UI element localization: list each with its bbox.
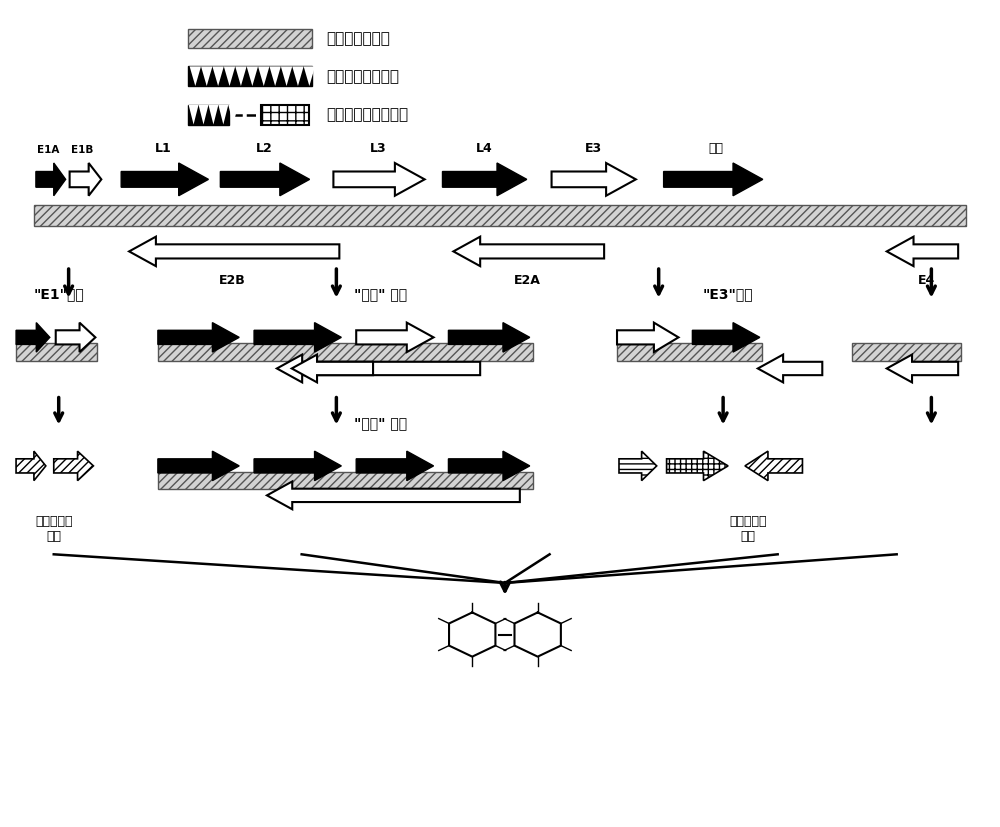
- Bar: [188, 66, 312, 86]
- Text: 肿瘤特异性
荧光: 肿瘤特异性 荧光: [729, 515, 767, 543]
- Text: "E3"模块: "E3"模块: [703, 287, 753, 301]
- Text: L3: L3: [370, 141, 386, 155]
- Polygon shape: [292, 66, 304, 86]
- Polygon shape: [453, 237, 604, 266]
- Polygon shape: [442, 163, 527, 196]
- Text: E2A: E2A: [514, 274, 541, 286]
- Text: E3: E3: [585, 141, 602, 155]
- Polygon shape: [356, 323, 434, 352]
- Bar: [34, 205, 966, 226]
- Polygon shape: [208, 105, 218, 125]
- Polygon shape: [277, 355, 480, 382]
- Bar: [261, 105, 309, 125]
- Polygon shape: [617, 323, 679, 352]
- Text: E4: E4: [918, 274, 935, 286]
- Polygon shape: [224, 66, 235, 86]
- Polygon shape: [281, 66, 292, 86]
- Polygon shape: [70, 163, 101, 196]
- Polygon shape: [269, 66, 281, 86]
- Bar: [188, 29, 312, 48]
- Polygon shape: [158, 323, 239, 352]
- Polygon shape: [258, 66, 269, 86]
- Bar: [158, 472, 533, 489]
- Polygon shape: [552, 163, 636, 196]
- Text: "核心" 模块: "核心" 模块: [354, 287, 408, 301]
- Polygon shape: [228, 105, 238, 125]
- Polygon shape: [212, 66, 224, 86]
- Text: "核心" 模块: "核心" 模块: [354, 416, 408, 430]
- Polygon shape: [199, 105, 208, 125]
- Polygon shape: [448, 323, 530, 352]
- Bar: [158, 343, 533, 361]
- Polygon shape: [254, 323, 341, 352]
- Text: L4: L4: [476, 141, 493, 155]
- Polygon shape: [235, 66, 247, 86]
- Polygon shape: [247, 66, 258, 86]
- Polygon shape: [356, 452, 434, 480]
- Polygon shape: [887, 237, 958, 266]
- Text: "E1"模块: "E1"模块: [33, 287, 84, 301]
- Polygon shape: [667, 452, 728, 480]
- Text: 用于标准化的荧光: 用于标准化的荧光: [326, 69, 399, 84]
- Polygon shape: [267, 481, 520, 509]
- Polygon shape: [16, 323, 50, 352]
- Polygon shape: [16, 452, 46, 480]
- Polygon shape: [254, 452, 341, 480]
- Text: 肿瘤特异性
荧光: 肿瘤特异性 荧光: [35, 515, 72, 543]
- Polygon shape: [664, 163, 763, 196]
- Polygon shape: [292, 355, 373, 382]
- Polygon shape: [758, 355, 822, 382]
- Polygon shape: [692, 323, 760, 352]
- Polygon shape: [887, 355, 958, 382]
- Text: 突出显示肿瘤的荧光: 突出显示肿瘤的荧光: [326, 108, 409, 122]
- Polygon shape: [36, 163, 66, 196]
- Polygon shape: [189, 105, 199, 125]
- Polygon shape: [129, 237, 339, 266]
- Polygon shape: [220, 163, 310, 196]
- Bar: [617, 343, 762, 361]
- Polygon shape: [190, 66, 201, 86]
- Text: L1: L1: [154, 141, 171, 155]
- Polygon shape: [158, 452, 239, 480]
- Polygon shape: [121, 163, 208, 196]
- Polygon shape: [56, 323, 95, 352]
- Bar: [188, 105, 229, 125]
- Polygon shape: [619, 452, 657, 480]
- Polygon shape: [218, 105, 228, 125]
- Text: E1A: E1A: [37, 145, 59, 155]
- Text: E1B: E1B: [71, 145, 93, 155]
- Polygon shape: [745, 452, 802, 480]
- Polygon shape: [304, 66, 315, 86]
- Polygon shape: [54, 452, 93, 480]
- Polygon shape: [333, 163, 425, 196]
- Bar: [852, 343, 961, 361]
- Text: 尾丝: 尾丝: [709, 141, 724, 155]
- Polygon shape: [201, 66, 212, 86]
- Polygon shape: [448, 452, 530, 480]
- Text: E2B: E2B: [219, 274, 246, 286]
- Bar: [16, 343, 97, 361]
- Text: 野生型病毒蛋白: 野生型病毒蛋白: [326, 31, 390, 46]
- Text: L2: L2: [256, 141, 272, 155]
